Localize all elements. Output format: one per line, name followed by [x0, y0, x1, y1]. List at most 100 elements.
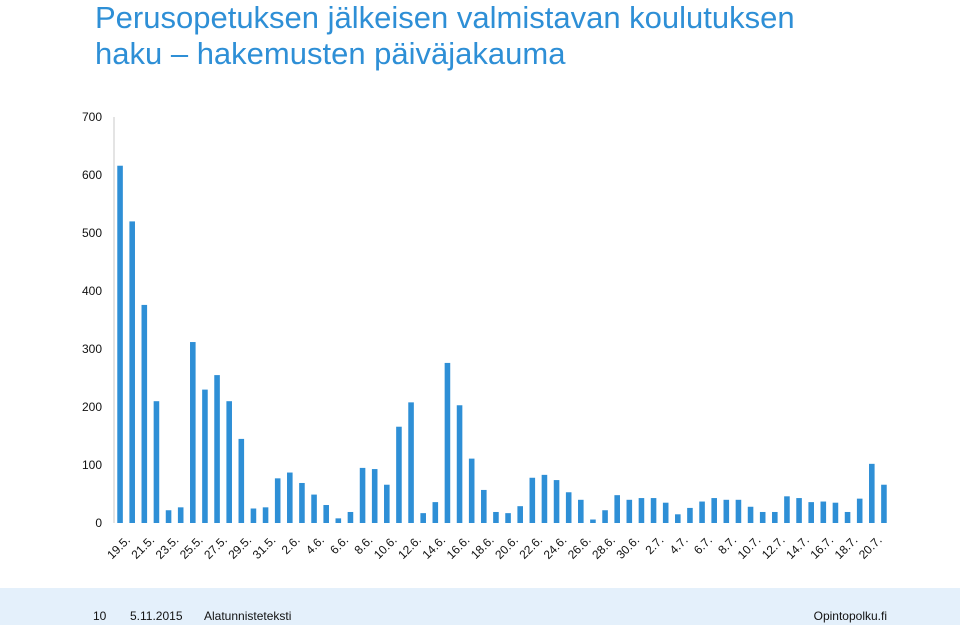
bar: [517, 506, 523, 523]
title-line-1: Perusopetuksen jälkeisen valmistavan kou…: [95, 0, 795, 35]
y-tick-label: 400: [82, 284, 102, 298]
x-tick-label: 4.6.: [303, 533, 327, 557]
x-tick-label: 10.6.: [371, 533, 400, 562]
x-tick-label: 6.6.: [327, 533, 351, 557]
x-tick-label: 2.7.: [642, 533, 666, 557]
bar: [844, 511, 851, 523]
bar: [165, 510, 172, 523]
x-tick-label: 16.7.: [807, 533, 836, 562]
footer-page-number: 10: [93, 609, 107, 623]
bar: [602, 510, 608, 523]
bar: [687, 507, 693, 523]
footer-bar: 10 5.11.2015 Alatunnisteteksti Opintopol…: [0, 588, 960, 625]
bar: [675, 514, 681, 523]
x-tick-label: 14.6.: [419, 533, 448, 562]
footer-site-link[interactable]: Opintopolku.fi: [813, 609, 887, 623]
bar: [505, 513, 511, 523]
y-tick-label: 100: [82, 458, 102, 472]
bar: [481, 489, 487, 523]
bar: [553, 480, 560, 523]
page-title: Perusopetuksen jälkeisen valmistavan kou…: [95, 0, 945, 72]
x-tick-label: 6.7.: [691, 533, 715, 557]
bar: [299, 482, 305, 523]
bar: [274, 478, 281, 523]
y-tick-label: 600: [82, 168, 102, 182]
bar: [711, 498, 717, 523]
bar: [323, 505, 329, 523]
x-tick-label: 12.7.: [759, 533, 788, 562]
x-tick-label: 31.5.: [250, 533, 279, 562]
bar: [493, 511, 499, 523]
bar: [808, 502, 814, 523]
x-tick-label: 27.5.: [201, 533, 230, 562]
bar: [578, 499, 584, 523]
bar: [190, 342, 196, 523]
bar: [311, 494, 317, 523]
bar: [541, 474, 548, 523]
x-tick-label: 14.7.: [783, 533, 812, 562]
x-tick-label: 4.7.: [667, 533, 691, 557]
bar: [287, 472, 293, 523]
y-tick-label: 0: [95, 516, 102, 530]
bar: [396, 426, 402, 523]
bar: [408, 402, 414, 523]
x-tick-label: 21.5.: [128, 533, 157, 562]
x-tick-label: 24.6.: [541, 533, 570, 562]
bar: [747, 506, 754, 523]
y-tick-label: 700: [82, 110, 102, 124]
bar: [650, 498, 657, 523]
bar: [699, 501, 705, 523]
x-tick-label: 20.6.: [492, 533, 521, 562]
bar: [468, 458, 475, 523]
bar: [347, 511, 354, 523]
x-tick-label: 26.6.: [565, 533, 594, 562]
bar: [262, 507, 269, 523]
bar: [117, 165, 123, 523]
bar: [723, 499, 730, 523]
bar: [384, 484, 390, 523]
bar: [881, 484, 887, 523]
bar-chart: 0 100 200 300 400 500 600 700 19.5.21.5.23.5.25.…: [82, 110, 887, 562]
bar: [202, 389, 208, 523]
bar: [869, 463, 875, 523]
bar: [420, 513, 426, 523]
title-line-2: haku – hakemusten päiväjakauma: [95, 36, 566, 71]
bar: [784, 496, 790, 523]
x-tick-label: 2.6.: [279, 533, 303, 557]
y-tick-label: 200: [82, 400, 102, 414]
bar: [590, 519, 596, 523]
bar: [456, 405, 463, 523]
bar: [444, 362, 451, 523]
bar: [177, 507, 184, 523]
bar: [614, 495, 620, 523]
x-tick-label: 23.5.: [153, 533, 182, 562]
bar: [432, 502, 439, 523]
x-tick-label: 12.6.: [395, 533, 424, 562]
x-tick-label: 29.5.: [225, 533, 254, 562]
x-tick-label: 20.7.: [856, 533, 885, 562]
bar: [226, 401, 232, 523]
bar: [626, 499, 633, 523]
bar: [832, 502, 839, 523]
x-tick-label: 25.5.: [177, 533, 206, 562]
bar: [214, 375, 220, 523]
bar: [371, 469, 378, 523]
bar: [153, 401, 160, 523]
x-tick-label: 10.7.: [735, 533, 764, 562]
bar: [820, 501, 827, 523]
bar: [772, 511, 778, 523]
x-tick-label: 19.5.: [104, 533, 133, 562]
bar: [335, 518, 342, 523]
bar: [238, 438, 245, 523]
bar: [141, 304, 148, 523]
bar: [565, 492, 572, 523]
x-tick-label: 16.6.: [444, 533, 473, 562]
bar: [759, 511, 766, 523]
y-tick-label: 500: [82, 226, 102, 240]
x-tick-label: 18.7.: [832, 533, 861, 562]
x-tick-label: 22.6.: [516, 533, 545, 562]
x-tick-label: 28.6.: [589, 533, 618, 562]
bar: [359, 467, 366, 523]
x-tick-label: 18.6.: [468, 533, 497, 562]
y-tick-label: 300: [82, 342, 102, 356]
